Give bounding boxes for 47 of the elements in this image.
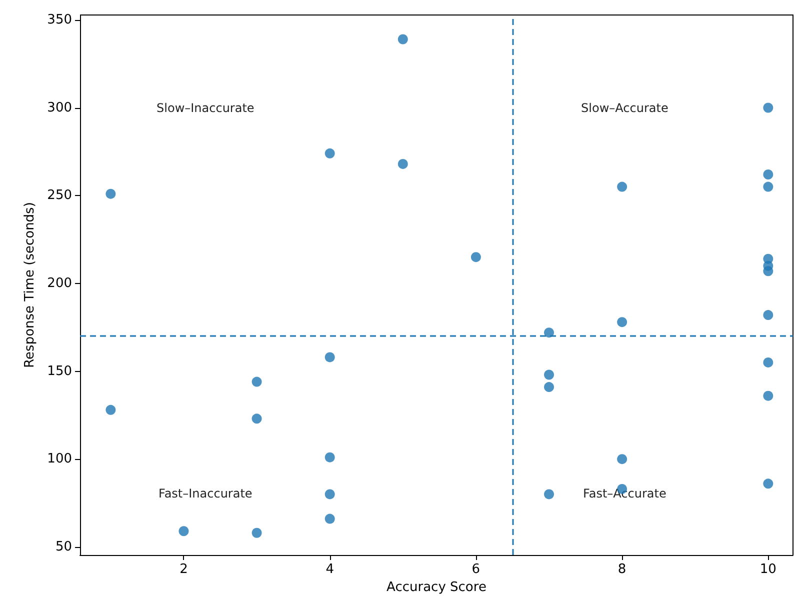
- y-axis-title: Response Time (seconds): [22, 202, 38, 368]
- point: [617, 454, 628, 464]
- point: [544, 370, 554, 380]
- point: [252, 414, 262, 424]
- point: [544, 382, 554, 392]
- x-tick-label: 10: [760, 562, 776, 577]
- y-tick-label: 50: [55, 539, 72, 554]
- point: [617, 182, 628, 192]
- annotation: Slow–Inaccurate: [156, 101, 254, 116]
- y-tick-label: 250: [47, 188, 72, 204]
- point: [763, 182, 774, 192]
- point: [763, 310, 774, 320]
- point: [763, 266, 774, 276]
- point: [324, 452, 335, 462]
- y-tick-label: 350: [47, 12, 72, 28]
- y-tick-label: 300: [47, 100, 72, 116]
- point: [106, 404, 116, 415]
- point: [324, 148, 335, 158]
- point: [763, 478, 774, 489]
- x-tick-label: 4: [326, 562, 334, 577]
- y-tick-label: 200: [47, 276, 72, 291]
- point: [178, 526, 189, 536]
- point: [252, 528, 262, 538]
- annotation: Fast–Accurate: [583, 486, 666, 501]
- x-tick-label: 8: [618, 562, 626, 577]
- point: [763, 357, 774, 368]
- point: [470, 252, 481, 262]
- x-tick-label: 2: [180, 562, 188, 577]
- point: [106, 188, 116, 199]
- x-tick-label: 6: [472, 562, 480, 577]
- point: [763, 390, 774, 401]
- point: [617, 317, 628, 328]
- point: [324, 489, 335, 500]
- point: [324, 514, 335, 524]
- point: [544, 328, 554, 338]
- point: [544, 489, 554, 500]
- point: [763, 170, 774, 180]
- y-tick-label: 100: [47, 452, 72, 467]
- point: [252, 376, 262, 387]
- point: [398, 34, 408, 44]
- annotation: Fast–Inaccurate: [158, 486, 252, 501]
- point: [324, 352, 335, 362]
- point: [398, 158, 408, 169]
- x-axis-title: Accuracy Score: [386, 580, 486, 595]
- annotation: Slow–Accurate: [581, 101, 668, 116]
- point: [763, 102, 774, 113]
- y-tick-label: 150: [47, 364, 72, 379]
